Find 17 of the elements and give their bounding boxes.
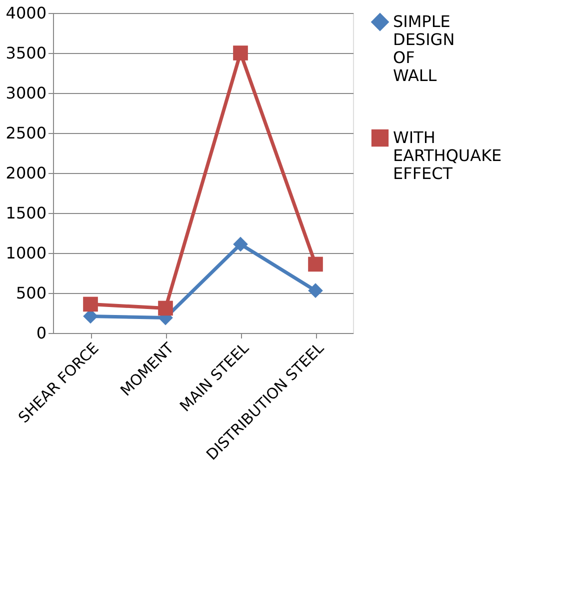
point <box>233 236 248 252</box>
y-tick-label: 3500 <box>6 44 46 62</box>
point <box>83 296 98 312</box>
y-tick-label: 2000 <box>6 164 46 182</box>
y-tick-label: 0 <box>36 324 46 342</box>
point <box>308 256 323 272</box>
legend-label: WITH EARTHQUAKE EFFECT <box>393 128 502 183</box>
y-tick-label: 2500 <box>6 124 46 142</box>
y-tick-label: 4000 <box>6 4 46 22</box>
legend-label: SIMPLE DESIGN OF WALL <box>393 12 455 85</box>
y-tick-label: 1500 <box>6 204 46 222</box>
y-tick-label: 500 <box>16 284 46 302</box>
y-tick-label: 1000 <box>6 244 46 262</box>
point <box>233 46 248 60</box>
y-tick-label: 3000 <box>6 84 46 102</box>
point <box>308 283 323 298</box>
point <box>158 300 173 316</box>
